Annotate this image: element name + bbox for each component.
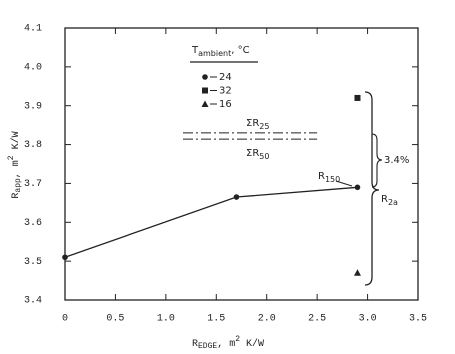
reference-label-sub: 25 [259, 121, 269, 130]
y-tick-label: 3.4 [24, 296, 42, 307]
x-tick-label: 1.0 [157, 314, 175, 325]
point [354, 94, 361, 101]
y-label-sup: 2 [7, 155, 16, 160]
x-label-tail: K/W [240, 338, 264, 350]
y-tick-label: 3.5 [24, 257, 42, 268]
legend-title: Tambient, °C [191, 45, 250, 58]
plot-frame [64, 27, 419, 301]
legend-label: 32 [219, 86, 232, 97]
point-label: R150 [318, 171, 340, 184]
y-tick-label: 4.0 [24, 62, 42, 73]
point [233, 194, 240, 200]
x-tick-label: 0.5 [106, 314, 124, 325]
brace-small-label: 3.4% [384, 155, 409, 166]
x-tick-label: 3.0 [359, 314, 377, 325]
y-tick-label: 3.6 [24, 218, 42, 229]
point-label-main: R [318, 171, 325, 182]
reference-label-main: ΣR [246, 148, 259, 159]
series-line [64, 186, 358, 258]
legend-label: 16 [219, 99, 232, 110]
legend-label: 24 [219, 72, 232, 83]
y-label-mid: , m [11, 160, 22, 178]
reference-label-sub: 50 [259, 152, 269, 161]
y-tick-label: 3.9 [24, 101, 42, 112]
brace-large-label: R2a [381, 194, 398, 207]
reference-label: ΣR25 [246, 118, 269, 130]
brace-small [371, 133, 383, 188]
x-label-sub: EDGE [198, 342, 217, 351]
x-label-mid: , m [217, 339, 235, 350]
legend-title-tail: , °C [231, 45, 249, 56]
brace-large [364, 91, 380, 286]
y-tick-label: 4.1 [24, 24, 42, 35]
y-axis-label: Rapp, m2 K/W [7, 131, 23, 198]
y-label-sub: app [14, 178, 23, 193]
x-label-sup: 2 [235, 335, 240, 344]
x-tick-label: 0 [62, 314, 68, 325]
x-axis-label: REDGE, m2 K/W [192, 335, 264, 351]
point [353, 269, 361, 276]
point-label-sub: 150 [325, 175, 340, 184]
legend-marker [202, 87, 208, 94]
y-label-tail: K/W [10, 131, 22, 155]
x-tick-label: 2.5 [308, 314, 326, 325]
reference-label-main: ΣR [246, 118, 259, 129]
point [62, 254, 68, 261]
legend-title-sub: ambient [198, 49, 231, 58]
y-tick-label: 3.8 [24, 140, 42, 151]
brace-label-main: R [381, 194, 388, 205]
y-tick-label: 3.7 [24, 179, 42, 190]
x-tick-label: 3.5 [409, 314, 427, 325]
point [354, 184, 361, 191]
point-label-leader [335, 180, 353, 187]
reference-label: ΣR50 [246, 148, 269, 161]
brace-label-sub: 2a [388, 198, 398, 207]
x-label-main: R [192, 339, 198, 350]
legend-marker [202, 74, 208, 80]
y-label-main: R [11, 193, 22, 199]
legend-title-main: T [191, 45, 199, 56]
legend-marker [201, 100, 209, 107]
x-tick-label: 2.0 [258, 314, 276, 325]
x-tick-label: 1.5 [207, 314, 225, 325]
